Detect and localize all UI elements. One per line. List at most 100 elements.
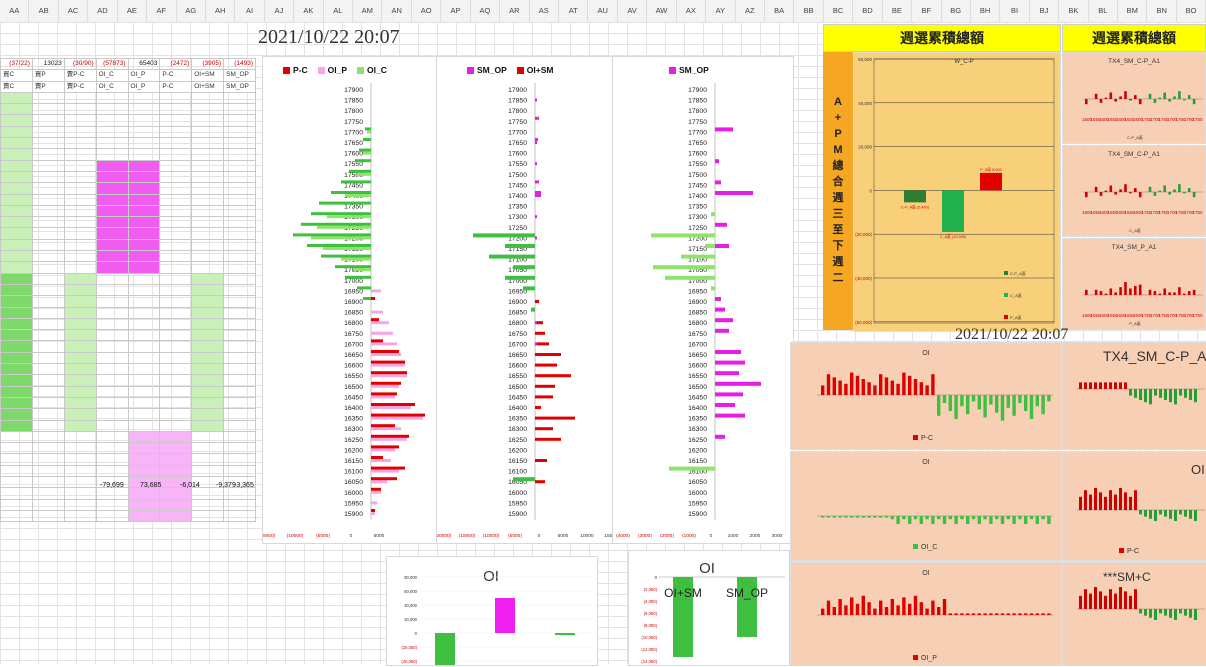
table-cell[interactable]	[95, 430, 129, 444]
table-cell[interactable]	[127, 351, 161, 365]
column-header[interactable]: AQ	[471, 0, 501, 22]
column-header[interactable]: AP	[441, 0, 471, 22]
table-cell[interactable]	[159, 238, 193, 252]
table-cell[interactable]	[95, 464, 129, 477]
table-cell[interactable]	[95, 114, 129, 127]
table-cell[interactable]	[127, 238, 161, 252]
table-cell[interactable]	[95, 374, 129, 387]
wcp-main-chart[interactable]: 60,000 40,000 20,000 0 (20,000) (40,000) (60,0…	[853, 52, 1061, 332]
table-cell[interactable]	[191, 498, 225, 511]
table-cell[interactable]	[127, 216, 161, 229]
table-cell[interactable]	[0, 216, 33, 229]
table-cell[interactable]	[127, 453, 161, 466]
table-cell[interactable]	[191, 137, 225, 150]
table-cell[interactable]	[0, 509, 33, 523]
table-cell[interactable]	[159, 182, 193, 195]
column-header[interactable]: BM	[1118, 0, 1148, 22]
column-header[interactable]: AB	[29, 0, 59, 22]
column-header[interactable]: AN	[382, 0, 412, 22]
table-cell[interactable]: P-C	[159, 69, 193, 82]
table-cell[interactable]	[95, 329, 129, 342]
table-cell[interactable]	[31, 103, 65, 116]
table-cell[interactable]	[31, 272, 65, 285]
table-cell[interactable]	[0, 272, 33, 285]
table-cell[interactable]	[31, 498, 65, 511]
table-cell[interactable]	[127, 170, 161, 184]
table-cell[interactable]	[159, 306, 193, 319]
table-cell[interactable]	[31, 238, 65, 252]
table-cell[interactable]	[63, 374, 97, 387]
oi-distribution-chart-3[interactable]: SM_OP 17900 17850 17800 17750 17700 17650 1760…	[612, 56, 794, 544]
table-cell[interactable]	[223, 114, 256, 127]
table-cell[interactable]: (3905)	[191, 57, 225, 71]
table-cell[interactable]	[31, 430, 65, 444]
table-cell[interactable]	[191, 227, 225, 240]
table-cell[interactable]	[31, 306, 65, 319]
table-cell[interactable]	[127, 487, 161, 500]
table-cell[interactable]	[95, 408, 129, 421]
table-cell[interactable]: 賣C	[0, 80, 33, 93]
table-cell[interactable]	[95, 125, 129, 139]
table-cell[interactable]	[127, 329, 161, 342]
table-cell[interactable]	[63, 385, 97, 398]
table-cell[interactable]	[127, 250, 161, 263]
column-header[interactable]: BL	[1089, 0, 1119, 22]
table-cell[interactable]	[63, 317, 97, 331]
oi-c-chart[interactable]: OI OI_C	[790, 451, 1062, 561]
table-cell[interactable]	[191, 464, 225, 477]
column-header[interactable]: AU	[588, 0, 618, 22]
table-cell[interactable]	[223, 306, 256, 319]
table-cell[interactable]	[31, 374, 65, 387]
table-cell[interactable]	[0, 204, 33, 218]
table-cell[interactable]	[127, 91, 161, 105]
table-cell[interactable]	[223, 396, 256, 410]
table-cell[interactable]	[159, 374, 193, 387]
column-header[interactable]: AF	[147, 0, 177, 22]
table-cell[interactable]	[223, 283, 256, 297]
table-cell[interactable]	[0, 238, 33, 252]
table-cell[interactable]	[63, 498, 97, 511]
column-header[interactable]: BH	[971, 0, 1001, 22]
small-chart-3[interactable]: TX4_SM_P_A1 P_A區 1600 1650 1600 1650 1600 1650 1…	[1062, 238, 1206, 330]
table-cell[interactable]	[95, 148, 129, 161]
table-cell[interactable]: OI_P	[127, 80, 161, 93]
table-cell[interactable]	[95, 193, 129, 206]
table-cell[interactable]	[127, 114, 161, 127]
table-cell[interactable]	[0, 317, 33, 331]
table-cell[interactable]	[63, 295, 97, 308]
table-cell[interactable]	[63, 91, 97, 105]
table-cell[interactable]	[63, 475, 97, 489]
right-chart-1[interactable]: TX4_SM_C-P_A	[1062, 342, 1206, 450]
table-cell[interactable]	[191, 159, 225, 172]
table-cell[interactable]	[127, 295, 161, 308]
table-cell[interactable]	[191, 453, 225, 466]
right-chart-2[interactable]: OI P-C	[1062, 451, 1206, 561]
table-cell[interactable]	[159, 351, 193, 365]
table-cell[interactable]	[63, 430, 97, 444]
table-cell[interactable]	[63, 159, 97, 172]
table-cell[interactable]	[95, 216, 129, 229]
table-cell[interactable]	[127, 317, 161, 331]
table-cell[interactable]	[191, 103, 225, 116]
table-cell[interactable]	[223, 374, 256, 387]
table-cell[interactable]	[95, 137, 129, 150]
table-cell[interactable]	[127, 340, 161, 353]
table-cell[interactable]	[31, 295, 65, 308]
table-cell[interactable]	[191, 430, 225, 444]
table-cell[interactable]	[31, 159, 65, 172]
table-cell[interactable]	[63, 125, 97, 139]
table-cell[interactable]	[63, 261, 97, 274]
table-cell[interactable]	[159, 193, 193, 206]
table-cell[interactable]: SM_OP	[223, 80, 256, 93]
table-cell[interactable]	[159, 487, 193, 500]
table-cell[interactable]	[31, 408, 65, 421]
table-cell[interactable]	[191, 487, 225, 500]
table-cell[interactable]	[191, 317, 225, 331]
table-cell[interactable]	[191, 363, 225, 376]
table-cell[interactable]	[127, 227, 161, 240]
table-cell[interactable]: P-C	[159, 80, 193, 93]
table-cell[interactable]	[223, 317, 256, 331]
table-cell[interactable]	[63, 442, 97, 455]
table-cell[interactable]	[63, 114, 97, 127]
table-cell[interactable]	[191, 295, 225, 308]
